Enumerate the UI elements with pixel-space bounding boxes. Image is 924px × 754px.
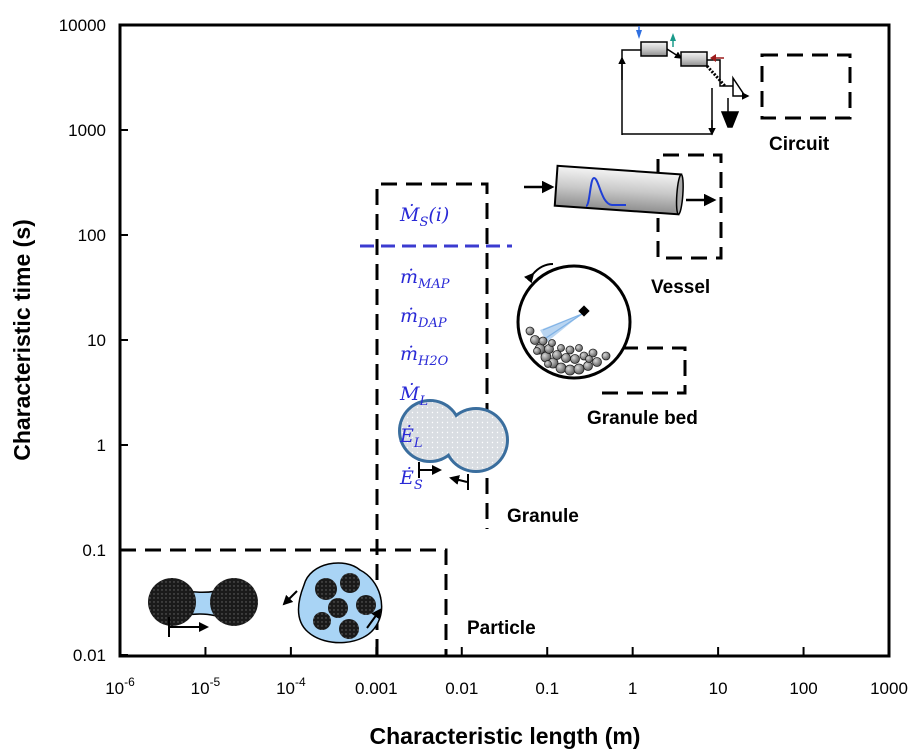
y-axis-title: Characteristic time (s) xyxy=(9,219,35,461)
granule-scale-box xyxy=(375,182,489,655)
bed-granule xyxy=(575,344,583,352)
bed-granule xyxy=(583,361,593,371)
bed-granule xyxy=(555,362,567,374)
variable-list: ṀS(i) ṁMAP ṁDAP ṁH2O ṀL ĖL ĖS xyxy=(399,203,450,493)
x-tick-label: 1 xyxy=(628,679,637,698)
bed-granule xyxy=(525,326,535,336)
bed-granule xyxy=(530,335,540,345)
circuit-label: Circuit xyxy=(769,134,830,155)
x-tick-label: 10-4 xyxy=(276,675,306,698)
bed-granule xyxy=(592,357,602,367)
x-tick-label: 1000 xyxy=(870,679,908,698)
variable-label: ṀL xyxy=(399,382,428,409)
vessel-scale-box xyxy=(656,153,723,260)
x-tick-label: 10-6 xyxy=(105,675,135,698)
y-tick-label: 10 xyxy=(87,331,106,350)
bed-granule xyxy=(573,363,585,375)
y-tick-label: 10000 xyxy=(59,16,106,35)
granule-bed-scale-box xyxy=(593,346,687,395)
variable-label: ṀS(i) xyxy=(399,203,449,230)
bed-granule xyxy=(544,360,552,368)
particle-bridge-icon xyxy=(148,578,258,637)
variable-label: ĖS xyxy=(399,466,423,493)
bed-granule xyxy=(552,350,562,360)
bed-granule xyxy=(548,339,556,347)
bed-granule xyxy=(570,354,580,364)
particle-scale-box xyxy=(120,548,448,656)
vessel-label: Vessel xyxy=(651,277,710,298)
y-tick-labels: 10000 1000 100 10 1 0.1 0.01 xyxy=(59,16,106,665)
granule-bed-label: Granule bed xyxy=(587,408,698,429)
y-tick-label: 100 xyxy=(78,226,106,245)
particle-label: Particle xyxy=(467,618,536,639)
bed-granule xyxy=(538,336,548,346)
granule-label: Granule xyxy=(507,506,579,527)
circuit-scale-box xyxy=(760,53,852,120)
x-tick-label: 0.01 xyxy=(445,679,478,698)
x-tick-label: 0.1 xyxy=(535,679,559,698)
bed-granule xyxy=(533,347,541,355)
bed-granule xyxy=(557,344,565,352)
variable-label: ṁH2O xyxy=(400,343,449,369)
y-tick-label: 0.01 xyxy=(73,646,106,665)
variable-label: ĖL xyxy=(399,424,423,451)
y-tick-label: 1000 xyxy=(68,121,106,140)
plot-frame xyxy=(118,23,891,658)
particle-agglomerate-icon xyxy=(282,562,383,644)
drum-vessel-icon xyxy=(524,164,717,216)
circuit-flowsheet-icon xyxy=(618,26,750,136)
bed-granule xyxy=(588,348,598,358)
bed-granule xyxy=(564,364,576,376)
x-axis-title: Characteristic length (m) xyxy=(370,723,641,749)
x-tick-label: 100 xyxy=(789,679,817,698)
y-tick-label: 0.1 xyxy=(82,541,106,560)
x-tick-label: 0.001 xyxy=(355,679,398,698)
x-tick-label: 10-5 xyxy=(191,675,221,698)
coalescing-granules-icon xyxy=(398,399,509,490)
bed-granule xyxy=(585,355,593,363)
y-tick-label: 1 xyxy=(97,436,106,455)
x-tick-labels: 10-6 10-5 10-4 0.001 0.01 0.1 1 10 100 1000 xyxy=(105,675,908,698)
variable-label: ṁMAP xyxy=(400,266,450,292)
x-tick-label: 10 xyxy=(709,679,728,698)
bed-granule xyxy=(561,353,571,363)
bed-granule xyxy=(565,345,575,355)
granule-bed-drum-icon xyxy=(516,263,632,380)
variable-label: ṁDAP xyxy=(400,305,447,331)
bed-granule xyxy=(601,351,611,361)
